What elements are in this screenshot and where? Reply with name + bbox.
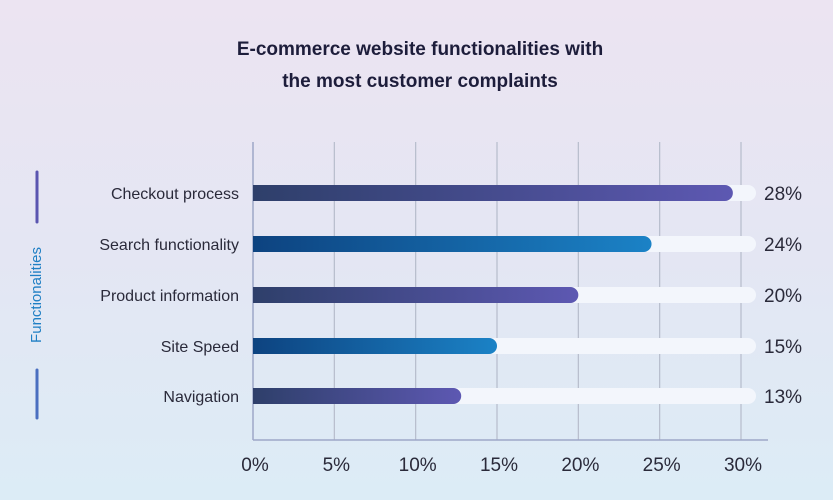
bar xyxy=(253,287,579,303)
x-tick-label: 25% xyxy=(643,455,681,476)
x-tick-label: 0% xyxy=(241,455,269,476)
category-label: Navigation xyxy=(163,389,239,406)
value-label: 15% xyxy=(764,337,802,358)
category-label: Checkout process xyxy=(111,186,239,203)
x-tick-label: 10% xyxy=(399,455,437,476)
value-label: 24% xyxy=(764,235,802,256)
category-label: Search functionality xyxy=(99,237,239,254)
bar xyxy=(253,236,652,252)
chart-title-line-2: the most customer complaints xyxy=(282,71,558,92)
category-label: Product information xyxy=(100,288,239,305)
chart-title-line-1: E-commerce website functionalities with xyxy=(236,39,604,60)
y-axis-title: Functionalities xyxy=(28,247,45,343)
x-tick-label: 20% xyxy=(561,455,599,476)
category-label: Site Speed xyxy=(161,339,239,356)
x-tick-label: 5% xyxy=(323,455,351,476)
bar xyxy=(253,185,733,201)
value-label: 13% xyxy=(764,387,802,408)
bar xyxy=(253,388,462,404)
x-tick-label: 30% xyxy=(724,455,762,476)
x-tick-label: 15% xyxy=(480,455,518,476)
bar xyxy=(253,338,497,354)
labels: 0% 5% 10% 15% 20% 25% 30% Checkout process 28% Se… xyxy=(28,184,802,476)
value-label: 28% xyxy=(764,184,802,205)
bars xyxy=(253,185,756,404)
chart-title: E-commerce website functionalities with … xyxy=(170,34,670,98)
value-label: 20% xyxy=(764,286,802,307)
